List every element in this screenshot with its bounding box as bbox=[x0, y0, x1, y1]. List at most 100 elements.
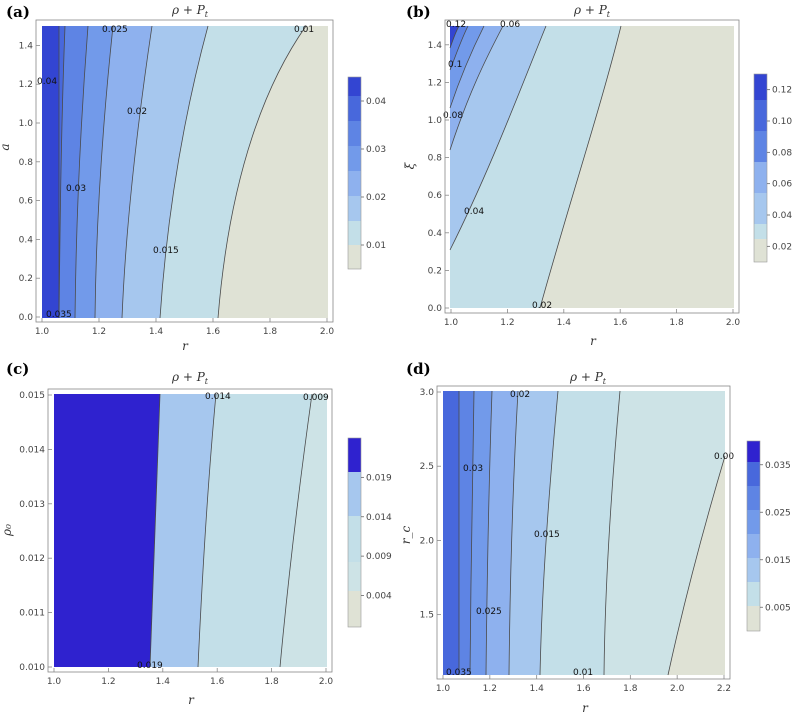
y-tick-label: 0.012 bbox=[19, 554, 45, 564]
x-tick-label: 1.6 bbox=[210, 677, 225, 687]
panel-b-band-6 bbox=[450, 26, 468, 70]
panel-d-legend-swatch bbox=[747, 606, 760, 631]
panel-d-axis-ticks: 1.0 1.2 1.4 1.6 1.8 2.0 2.2 1.5 2.0 2.5 3.0 bbox=[420, 388, 731, 694]
panel-d-legend: 0.035 0.025 0.015 0.005 bbox=[746, 440, 791, 632]
legend-tick-label: 0.04 bbox=[366, 97, 386, 107]
panel-d-contour-0.025 bbox=[485, 390, 493, 676]
panel-d-contour-0.015 bbox=[539, 390, 559, 676]
panel-d-ylabel: r_c bbox=[399, 525, 413, 544]
x-tick-label: 1.4 bbox=[156, 677, 171, 687]
panel-d-contour-label: 0.00 bbox=[714, 452, 734, 462]
panel-a-contour-label: 0.03 bbox=[66, 184, 86, 194]
x-tick-label: 1.6 bbox=[576, 684, 591, 694]
panel-c-legend: 0.019 0.014 0.009 0.004 bbox=[347, 437, 392, 628]
legend-tick-label: 0.004 bbox=[366, 592, 392, 602]
legend-tick-label: 0.04 bbox=[772, 211, 792, 221]
panel-a-legend-swatch bbox=[348, 146, 361, 171]
panel-c-legend-swatch bbox=[348, 472, 361, 516]
legend-tick-label: 0.019 bbox=[366, 473, 392, 483]
panel-d-contour-label: 0.02 bbox=[510, 390, 530, 400]
panel-c-legend-swatch bbox=[348, 438, 361, 472]
panel-b-legend-swatch bbox=[754, 239, 767, 262]
panel-d-contour-label: 0.015 bbox=[534, 530, 560, 540]
panel-a-xlabel: r bbox=[182, 339, 189, 353]
y-tick-label: 0.011 bbox=[19, 609, 45, 619]
panel-b-legend-border bbox=[753, 73, 768, 263]
panel-c-ylabel: ρ₀ bbox=[0, 524, 14, 537]
panel-a-frame bbox=[35, 19, 334, 323]
panel-d-label: (d) bbox=[406, 360, 431, 378]
panel-a-legend-border bbox=[347, 76, 362, 270]
panel-b-contour-0.08 bbox=[449, 25, 485, 109]
legend-tick-label: 0.025 bbox=[765, 508, 791, 518]
y-tick-label: 1.5 bbox=[420, 611, 434, 621]
y-tick-label: 0.4 bbox=[19, 235, 34, 245]
legend-tick-label: 0.03 bbox=[366, 145, 386, 155]
x-tick-label: 1.4 bbox=[530, 684, 545, 694]
legend-tick-label: 0.12 bbox=[772, 86, 792, 96]
panel-d-legend-swatch bbox=[747, 462, 760, 486]
panel-d-legend-swatch bbox=[747, 486, 760, 510]
x-tick-label: 2.0 bbox=[726, 318, 741, 328]
panel-b-legend-swatch bbox=[754, 162, 767, 193]
panel-a-legend-swatch bbox=[348, 196, 361, 221]
x-tick-label: 1.0 bbox=[35, 327, 50, 337]
y-tick-label: 0.010 bbox=[19, 663, 45, 673]
panel-a-contour-0.01 bbox=[217, 25, 307, 319]
panel-c: (c) ρ + Pt 0.019 0.014 0.009 1.0 1.2 1.4 1.… bbox=[0, 360, 392, 707]
panel-c-band-4 bbox=[54, 394, 160, 667]
panel-b-xlabel: r bbox=[590, 334, 597, 348]
panel-d-legend-swatch bbox=[747, 582, 760, 606]
legend-tick-label: 0.015 bbox=[765, 556, 791, 566]
panel-c-legend-swatch bbox=[348, 562, 361, 591]
legend-tick-label: 0.009 bbox=[366, 552, 392, 562]
panel-b-ylabel: ξ bbox=[403, 161, 417, 169]
panel-a-legend: 0.04 0.03 0.02 0.01 bbox=[347, 76, 386, 270]
panel-b-contour-label: 0.08 bbox=[443, 111, 463, 121]
legend-tick-label: 0.035 bbox=[765, 461, 791, 471]
panel-c-axis-ticks: 1.0 1.2 1.4 1.6 1.8 2.0 0.010 0.011 0.012 0.013 0.… bbox=[19, 391, 333, 687]
panel-d-legend-swatch bbox=[747, 558, 760, 582]
legend-tick-label: 0.10 bbox=[772, 117, 792, 127]
panel-b-contour-label: 0.04 bbox=[464, 207, 484, 217]
panel-d-contour-0.01 bbox=[603, 390, 621, 676]
x-tick-label: 1.0 bbox=[436, 684, 451, 694]
panel-b-legend-swatch bbox=[754, 100, 767, 131]
y-tick-label: 1.4 bbox=[428, 41, 443, 51]
x-tick-label: 2.2 bbox=[717, 684, 731, 694]
panel-c-legend-swatch bbox=[348, 516, 361, 562]
y-tick-label: 1.0 bbox=[428, 116, 443, 126]
panel-a-legend-swatch bbox=[348, 171, 361, 196]
panel-a-axis-ticks: 1.0 1.2 1.4 1.6 1.8 2.0 0.0 0.2 0.4 0.6 0.8 1.0 1.2 1… bbox=[19, 41, 335, 337]
panel-a-contour-0.015 bbox=[159, 25, 209, 319]
y-tick-label: 0.8 bbox=[19, 158, 34, 168]
panel-c-xlabel: r bbox=[188, 693, 195, 707]
x-tick-label: 1.2 bbox=[92, 327, 106, 337]
panel-d-xlabel: r bbox=[582, 701, 589, 715]
x-tick-label: 1.6 bbox=[206, 327, 221, 337]
panel-b: (b) ρ + Pt 0.12 0.1 0.08 0.06 0.04 0.02 … bbox=[403, 3, 792, 348]
legend-tick-label: 0.02 bbox=[366, 193, 386, 203]
panel-a-legend-swatch bbox=[348, 245, 361, 269]
panel-a-contour-label: 0.02 bbox=[127, 107, 147, 117]
y-tick-label: 0.6 bbox=[428, 191, 443, 201]
panel-c-contour-0.009 bbox=[279, 393, 313, 668]
x-tick-label: 1.8 bbox=[669, 318, 684, 328]
panel-b-contour-0.06 bbox=[449, 25, 504, 151]
x-tick-label: 1.2 bbox=[101, 677, 115, 687]
panel-b-legend: 0.12 0.10 0.08 0.06 0.04 0.02 bbox=[753, 73, 792, 263]
x-tick-label: 1.4 bbox=[557, 318, 572, 328]
x-tick-label: 1.4 bbox=[149, 327, 164, 337]
panel-b-contour-label: 0.06 bbox=[500, 20, 520, 30]
y-tick-label: 1.2 bbox=[19, 80, 33, 90]
panel-a-contour-0.02 bbox=[121, 25, 153, 319]
x-tick-label: 1.2 bbox=[483, 684, 497, 694]
panel-a-ylabel: a bbox=[0, 143, 12, 150]
panel-b-frame bbox=[444, 19, 740, 314]
panel-b-contour-0.12 bbox=[449, 25, 460, 49]
panel-b-contour-0.04 bbox=[449, 25, 547, 251]
panel-d-band-8 bbox=[443, 391, 459, 675]
panel-c-label: (c) bbox=[6, 360, 29, 378]
panel-a-legend-swatch bbox=[348, 77, 361, 96]
